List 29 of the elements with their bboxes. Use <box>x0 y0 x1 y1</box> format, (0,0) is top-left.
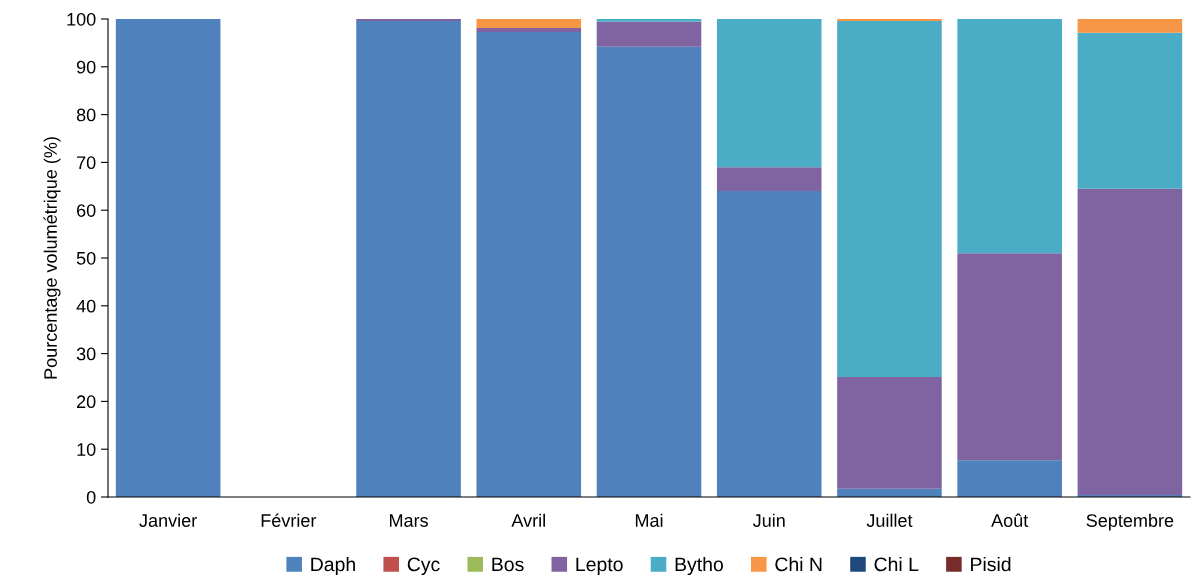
legend-label: Cyc <box>407 557 440 576</box>
x-tick-label: Mai <box>635 513 663 527</box>
y-tick-label: 70 <box>77 156 96 170</box>
y-tick-label: 40 <box>76 299 96 313</box>
y-tick-label: 20 <box>77 395 96 409</box>
y-axis-title: Pourcentage volumétrique (%) <box>43 137 61 379</box>
x-tick-label: Juin <box>752 513 785 527</box>
x-tick-label: Août <box>991 513 1029 527</box>
y-tick-label: 90 <box>76 60 96 74</box>
legend-label: Chi L <box>874 556 919 572</box>
x-tick-label: Juillet <box>866 513 913 527</box>
y-tick-label: 0 <box>86 490 96 504</box>
legend-label: Pisid <box>971 556 1011 572</box>
y-tick-label: 80 <box>76 108 96 122</box>
y-tick-label: 60 <box>77 204 96 217</box>
legend-label: Chi N <box>775 556 822 572</box>
y-tick-label: 30 <box>76 347 96 361</box>
y-tick-label: 50 <box>76 251 96 265</box>
x-tick-label: Février <box>261 513 317 527</box>
y-tick-label: 10 <box>77 443 96 456</box>
x-tick-label: Janvier <box>139 513 197 527</box>
x-tick-label: Avril <box>511 513 545 527</box>
legend-label: Bos <box>492 557 524 572</box>
legend-label: Bytho <box>675 556 723 576</box>
x-tick-label: Septembre <box>1086 513 1174 531</box>
x-tick-label: Mars <box>389 514 428 527</box>
legend-label: Daph <box>311 556 355 576</box>
legend-label: Lepto <box>576 557 623 576</box>
y-tick-label: 100 <box>67 12 96 26</box>
